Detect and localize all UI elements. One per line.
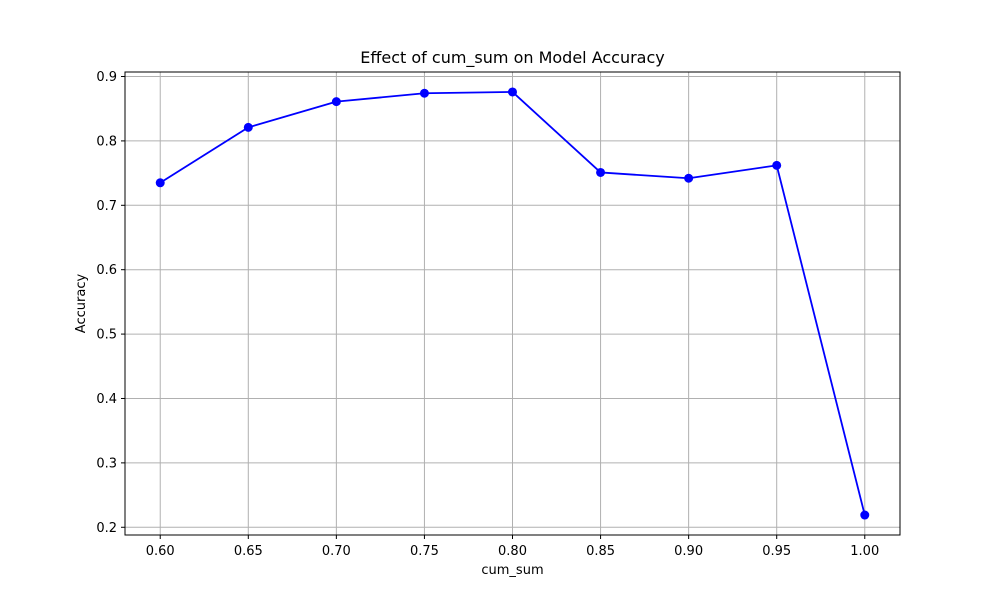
y-tick-label: 0.7 xyxy=(96,199,117,214)
data-point xyxy=(243,122,253,132)
y-tick-label: 0.8 xyxy=(96,134,117,149)
y-axis-label: Accuracy xyxy=(74,274,89,334)
x-tick-label: 1.00 xyxy=(850,544,879,559)
data-point xyxy=(331,97,341,107)
y-tick-label: 0.3 xyxy=(96,456,117,471)
y-axis-ticks: 0.2 0.3 0.4 0.5 0.6 0.7 0.8 0.9 xyxy=(96,70,125,536)
y-tick-label: 0.6 xyxy=(96,263,117,278)
y-tick-label: 0.5 xyxy=(96,328,117,343)
data-point xyxy=(860,510,870,520)
series-layer xyxy=(155,87,870,520)
data-point xyxy=(155,178,165,188)
y-tick-label: 0.4 xyxy=(96,392,117,407)
x-tick-label: 0.75 xyxy=(410,544,439,559)
x-tick-label: 0.80 xyxy=(498,544,527,559)
x-tick-label: 0.95 xyxy=(762,544,791,559)
x-tick-label: 0.70 xyxy=(322,544,351,559)
data-point xyxy=(419,88,429,98)
x-tick-label: 0.60 xyxy=(146,544,175,559)
y-tick-label: 0.2 xyxy=(96,521,117,536)
x-axis-label: cum_sum xyxy=(481,563,543,578)
chart-title: Effect of cum_sum on Model Accuracy xyxy=(360,48,665,68)
y-tick-label: 0.9 xyxy=(96,70,117,85)
data-point xyxy=(596,167,606,177)
x-axis-ticks: 0.60 0.65 0.70 0.75 0.80 0.85 0.90 0.95 1.00 xyxy=(146,535,879,559)
data-point xyxy=(684,173,694,183)
data-point xyxy=(508,87,517,97)
x-tick-label: 0.90 xyxy=(674,544,703,559)
x-tick-label: 0.85 xyxy=(586,544,615,559)
x-tick-label: 0.65 xyxy=(234,544,263,559)
grid-lines xyxy=(125,72,900,535)
data-point xyxy=(772,160,782,170)
